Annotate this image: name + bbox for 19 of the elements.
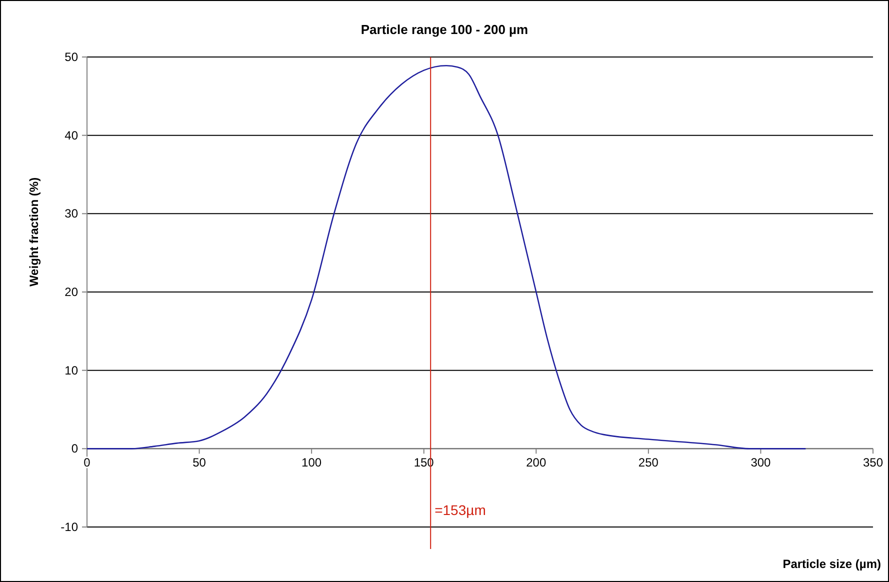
x-tick-label: 250 <box>638 456 659 470</box>
x-tick-label: 200 <box>526 456 546 470</box>
y-tick-label: 50 <box>64 50 78 64</box>
x-tick-label: 350 <box>862 456 884 470</box>
y-tick-label: 20 <box>64 285 78 299</box>
y-tick-label: 40 <box>64 128 78 142</box>
line-series <box>86 64 806 450</box>
y-tick-label: 30 <box>64 206 78 221</box>
x-axis-title: Particle size (µm) <box>782 557 881 571</box>
x-tick-label: 50 <box>192 456 206 470</box>
ref-line-label: =153µm <box>434 502 486 518</box>
y-tick-label: -10 <box>60 520 78 534</box>
chart-title: Particle range 100 - 200 µm <box>360 22 528 37</box>
x-tick-label: 100 <box>302 456 322 470</box>
x-tick-label: 0 <box>84 456 91 470</box>
y-tick-label: 0 <box>71 442 78 456</box>
y-axis-title: Weight fraction (%) <box>27 177 41 287</box>
x-tick-label: 300 <box>750 456 772 470</box>
y-tick-label: 10 <box>64 363 78 378</box>
